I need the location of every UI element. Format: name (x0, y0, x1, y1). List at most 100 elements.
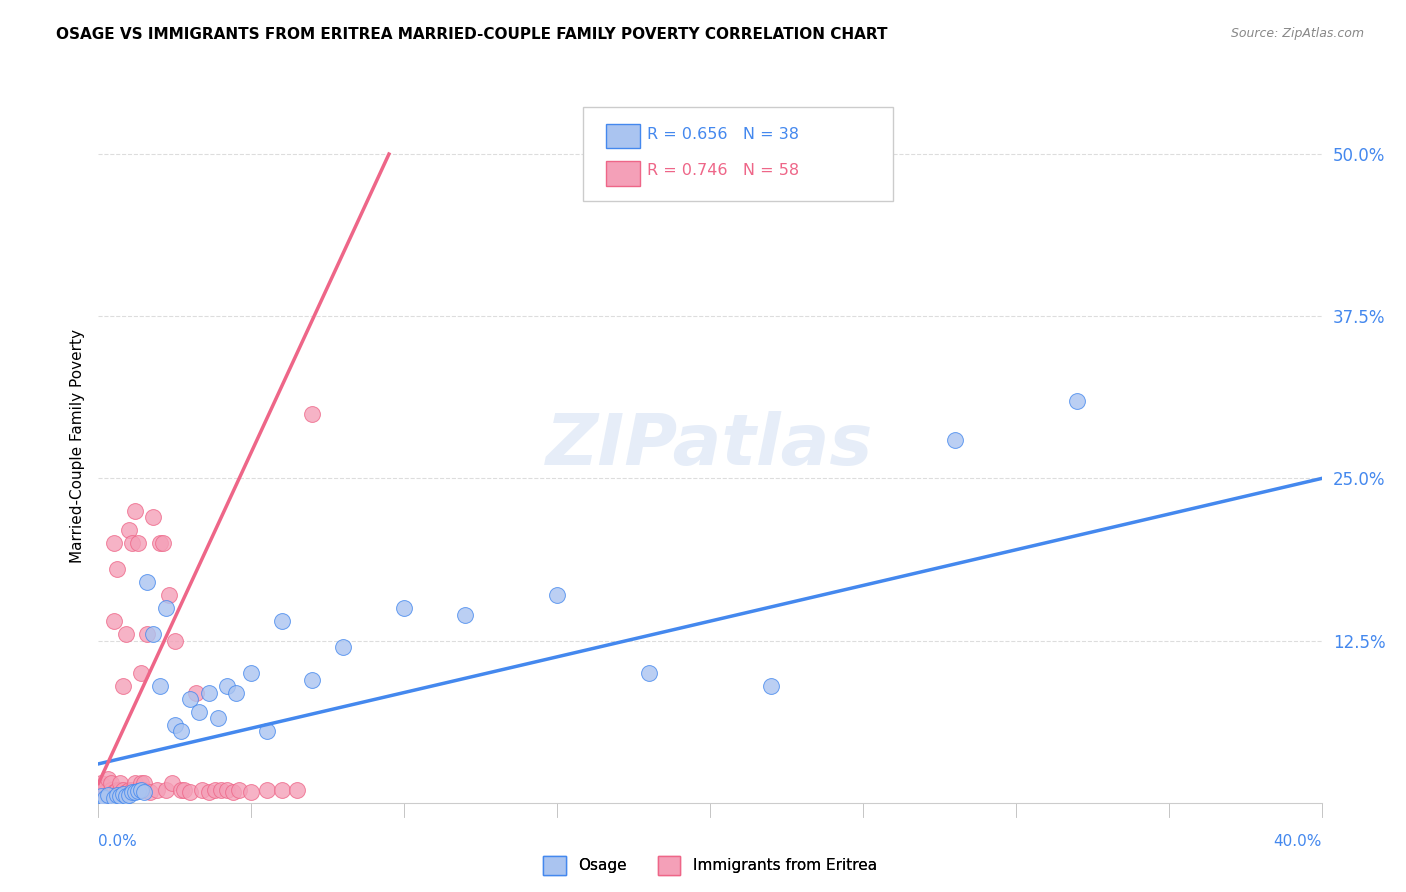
Point (186, 685, 208, 699)
Text: ZIPatlas: ZIPatlas (547, 411, 873, 481)
Point (215, 679, 238, 693)
Point (108, 782, 131, 797)
Point (546, 588, 568, 602)
Point (93, 790, 115, 805)
Point (163, 633, 186, 648)
Point (188, 705, 211, 719)
Point (197, 685, 219, 699)
Point (207, 711, 229, 725)
Point (105, 782, 128, 797)
Point (129, 782, 152, 797)
Point (173, 782, 195, 797)
Point (93, 780, 115, 795)
Point (115, 789, 138, 804)
Point (204, 782, 226, 797)
Point (134, 776, 156, 790)
Point (108, 789, 131, 804)
Point (145, 782, 167, 797)
Point (118, 782, 141, 797)
Point (160, 776, 183, 790)
Point (134, 782, 156, 797)
Point (256, 724, 278, 739)
Point (170, 782, 193, 797)
Point (637, 666, 661, 681)
Point (121, 536, 143, 550)
Point (139, 785, 162, 799)
Y-axis label: Married-Couple Family Poverty: Married-Couple Family Poverty (69, 329, 84, 563)
Point (97, 788, 120, 802)
Point (103, 614, 125, 628)
Text: OSAGE VS IMMIGRANTS FROM ERITREA MARRIED-COUPLE FAMILY POVERTY CORRELATION CHART: OSAGE VS IMMIGRANTS FROM ERITREA MARRIED… (56, 27, 887, 42)
Point (240, 666, 263, 681)
Point (191, 782, 214, 797)
Point (90, 776, 112, 790)
Point (93, 785, 115, 799)
Point (149, 536, 172, 550)
Point (118, 524, 141, 538)
Point (97, 788, 120, 802)
Point (149, 679, 172, 693)
Point (90, 782, 112, 797)
Point (270, 782, 292, 797)
Point (111, 782, 134, 797)
Point (157, 588, 180, 602)
Point (115, 785, 138, 799)
Text: Source: ZipAtlas.com: Source: ZipAtlas.com (1230, 27, 1364, 40)
Point (118, 788, 141, 802)
Point (1066, 393, 1088, 408)
Point (127, 536, 149, 550)
Point (270, 614, 292, 628)
Point (142, 627, 165, 641)
Point (228, 782, 250, 797)
Point (127, 784, 149, 798)
Point (100, 782, 122, 797)
Point (285, 782, 308, 797)
Point (163, 718, 186, 732)
Point (759, 679, 782, 693)
Point (155, 601, 177, 615)
Text: R = 0.656   N = 38: R = 0.656 N = 38 (647, 128, 799, 142)
Point (209, 782, 232, 797)
Point (136, 575, 159, 590)
Point (215, 782, 238, 797)
Point (97, 772, 120, 787)
Point (129, 666, 152, 681)
Point (142, 510, 165, 524)
Point (90, 789, 112, 804)
Legend: Osage, Immigrants from Eritrea: Osage, Immigrants from Eritrea (537, 850, 883, 880)
Point (100, 776, 122, 790)
Point (943, 433, 966, 447)
Point (121, 785, 143, 799)
Point (111, 679, 134, 693)
Point (136, 627, 159, 641)
Point (103, 536, 125, 550)
Point (105, 562, 128, 576)
Point (454, 607, 477, 622)
Point (108, 776, 131, 790)
Text: 40.0%: 40.0% (1274, 834, 1322, 849)
Point (155, 782, 177, 797)
Point (124, 785, 146, 799)
Point (222, 785, 245, 799)
Point (301, 407, 323, 421)
Point (225, 685, 247, 699)
Point (301, 673, 323, 687)
Point (121, 782, 143, 797)
Point (392, 601, 416, 615)
Point (124, 504, 146, 518)
Point (332, 640, 354, 654)
Point (103, 785, 125, 799)
Point (115, 627, 138, 641)
Point (129, 776, 152, 790)
Point (152, 536, 174, 550)
Point (105, 788, 128, 802)
Point (256, 782, 278, 797)
Point (103, 790, 125, 805)
Point (170, 724, 193, 739)
Point (111, 787, 134, 801)
Point (134, 785, 156, 799)
Point (179, 785, 201, 799)
Point (240, 785, 263, 799)
Text: R = 0.746   N = 58: R = 0.746 N = 58 (647, 163, 799, 178)
Point (124, 776, 146, 790)
